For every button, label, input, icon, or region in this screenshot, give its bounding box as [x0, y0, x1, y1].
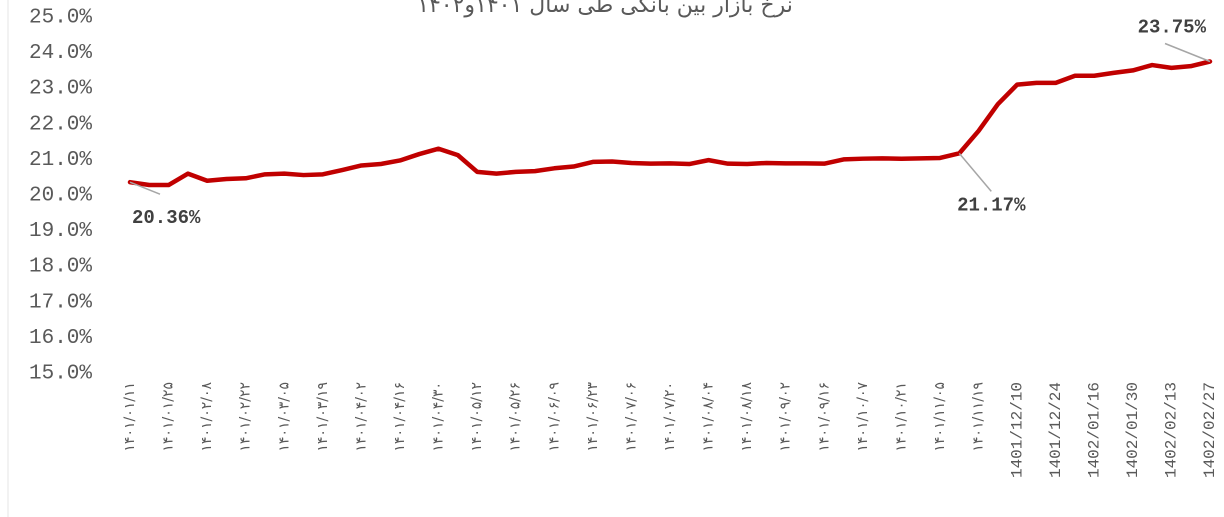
y-tick-label: 21.0% — [29, 149, 92, 172]
x-tick-label: ۱۴۰۱/۰۸/۰۴ — [701, 382, 717, 452]
x-tick-label: ۱۴۰۱/۰۵/۱۲ — [469, 382, 485, 452]
x-tick-label: 1402/01/30 — [1124, 382, 1142, 478]
x-tick-label: ۱۴۰۱/۰۵/۲۶ — [508, 382, 524, 452]
x-tick-label: ۱۴۰۱/۱۱/۰۵ — [932, 382, 948, 452]
x-tick-label: ۱۴۰۱/۰۷/۰۶ — [623, 382, 639, 452]
x-tick-label: ۱۴۰۱/۰۶/۲۳ — [585, 382, 601, 452]
leader-line — [129, 181, 161, 195]
y-tick-label: 24.0% — [29, 42, 92, 65]
x-tick-label: ۱۴۰۱/۰۲/۰۸ — [199, 382, 215, 452]
x-tick-label: 1402/01/16 — [1086, 382, 1104, 478]
x-tick-label: ۱۴۰۱/۰۴/۱۶ — [392, 382, 408, 452]
x-tick-label: ۱۴۰۱/۰۶/۰۹ — [546, 382, 562, 452]
y-tick-label: 16.0% — [29, 327, 92, 350]
x-tick-label: ۱۴۰۱/۰۷/۲۰ — [662, 382, 678, 452]
x-tick-label: ۱۴۰۱/۰۹/۱۶ — [816, 382, 832, 452]
leader-line — [958, 152, 992, 192]
data-label: 21.17% — [957, 194, 1026, 216]
line — [127, 59, 1213, 188]
x-tick-label: ۱۴۰۱/۰۲/۲۲ — [238, 382, 254, 452]
y-tick-label: 20.0% — [29, 185, 92, 208]
x-tick-label: ۱۴۰۱/۰۴/۰۲ — [353, 382, 369, 452]
y-tick-label: 18.0% — [29, 256, 92, 279]
x-tick-label: ۱۴۰۱/۰۸/۱۸ — [739, 382, 755, 452]
x-tick-label: ۱۴۰۱/۱۰/۲۱ — [893, 382, 909, 452]
x-tick-label: ۱۴۰۱/۰۱/۲۵ — [161, 382, 177, 452]
data-label: 23.75% — [1138, 17, 1207, 39]
x-tick-label: ۱۴۰۱/۰۳/۰۵ — [276, 382, 292, 452]
y-tick-label: 19.0% — [29, 220, 92, 243]
x-tick-label: 1401/12/24 — [1047, 382, 1065, 478]
x-tick-label: ۱۴۰۱/۱۱/۱۹ — [971, 382, 987, 452]
y-tick-label: 22.0% — [29, 113, 92, 136]
y-tick-label: 15.0% — [29, 363, 92, 386]
x-tick-label: 1402/02/27 — [1201, 382, 1219, 478]
y-tick-label: 25.0% — [29, 7, 92, 30]
chart-title: نرخ بازار بین بانکی طی سال ۱۴۰۱و۱۴۰۲ — [417, 0, 793, 18]
y-tick-label: 23.0% — [29, 78, 92, 101]
x-tick-label: ۱۴۰۱/۰۹/۰۲ — [778, 382, 794, 452]
x-tick-label: 1402/02/13 — [1163, 382, 1181, 478]
leader-line — [1164, 42, 1211, 63]
x-tick-label: ۱۴۰۱/۰۱/۱۱ — [122, 382, 138, 452]
data-label: 20.36% — [132, 207, 201, 229]
y-tick-label: 17.0% — [29, 291, 92, 314]
x-tick-label: ۱۴۰۱/۰۳/۱۹ — [315, 382, 331, 452]
x-tick-label: ۱۴۰۱/۱۰/۰۷ — [855, 382, 871, 452]
x-tick-label: ۱۴۰۱/۰۴/۳۰ — [431, 382, 447, 452]
x-tick-label: 1401/12/10 — [1008, 382, 1026, 478]
